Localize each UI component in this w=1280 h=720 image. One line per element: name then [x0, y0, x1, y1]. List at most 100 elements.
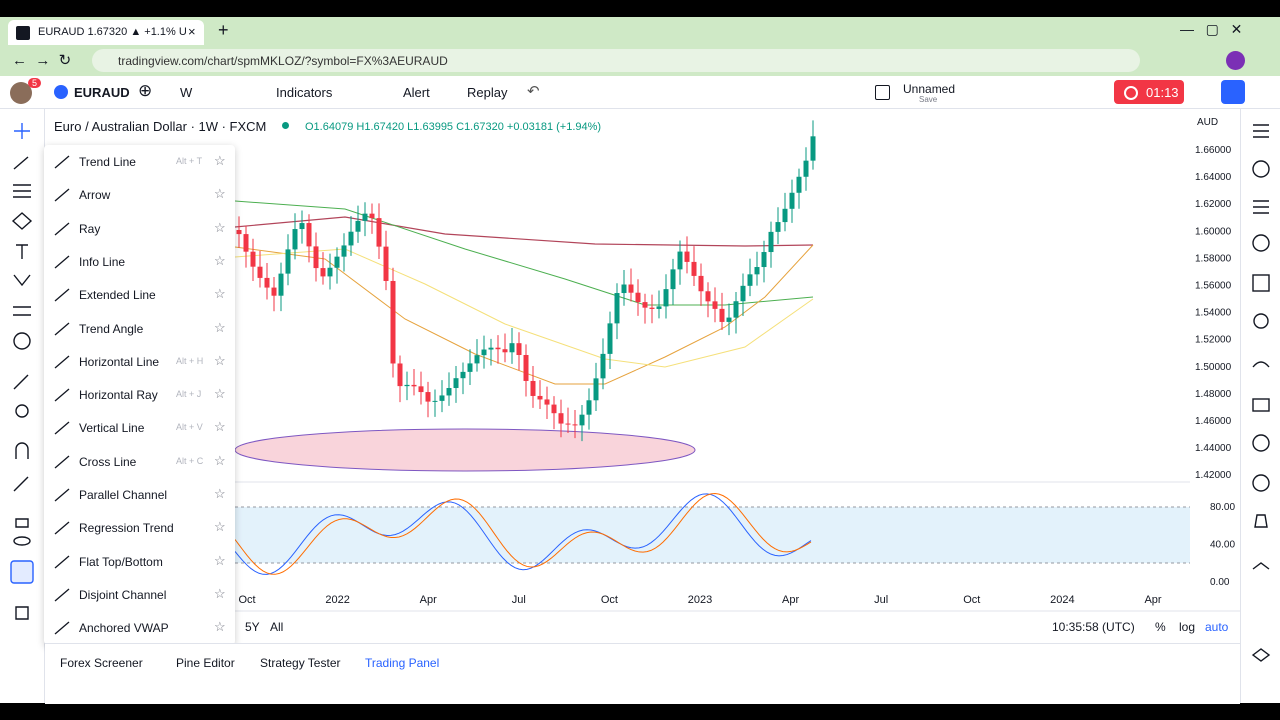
bottom-percent[interactable]: %: [1155, 620, 1166, 634]
address-bar[interactable]: tradingview.com/chart/spmMKLOZ/?symbol=F…: [92, 49, 1140, 72]
alert[interactable]: Alert: [403, 85, 430, 100]
bottom-clock: 10:35:58 (UTC): [1052, 620, 1135, 634]
favorite-star[interactable]: ☆: [214, 619, 226, 635]
layout-name[interactable]: Unnamed: [903, 82, 956, 96]
menu-label: Regression Trend: [79, 521, 174, 536]
favorite-star[interactable]: ☆: [214, 153, 226, 168]
menu-icon: [54, 455, 70, 469]
menu-item[interactable]: Info Line ☆: [44, 245, 235, 278]
bottom-auto[interactable]: auto: [1205, 620, 1229, 634]
candle-body: [537, 395, 543, 400]
menu-item[interactable]: Flat Top/Bottom ☆: [44, 545, 235, 578]
favorite-star[interactable]: ☆: [214, 452, 226, 468]
candle-body: [418, 386, 424, 393]
candle-body: [278, 273, 284, 296]
menu-item[interactable]: Horizontal Ray Alt + J ☆: [44, 378, 235, 411]
notification-badge: 5: [28, 78, 42, 88]
favorite-star[interactable]: ☆: [214, 252, 226, 268]
favorite-star[interactable]: ☆: [214, 585, 226, 601]
indicators[interactable]: Indicators: [276, 85, 333, 100]
mic-button[interactable]: [1221, 80, 1245, 104]
ma-orange: [234, 244, 814, 385]
bottom-tab[interactable]: Trading Panel: [365, 656, 440, 670]
profile-avatar[interactable]: [1226, 51, 1245, 70]
favorite-star[interactable]: ☆: [214, 552, 226, 568]
menu-item[interactable]: Cross Line Alt + C ☆: [44, 445, 235, 478]
favorite-star[interactable]: ☆: [214, 286, 226, 302]
sidebar-icons: [1251, 124, 1271, 662]
menu-item[interactable]: Trend Line Alt + T ☆: [44, 145, 235, 178]
menu-item[interactable]: Vertical Line Alt + V ☆: [44, 411, 235, 444]
symbol[interactable]: EURAUD: [74, 85, 130, 100]
menu-label: Trend Angle: [79, 321, 144, 336]
menu-label: Ray: [79, 221, 101, 236]
candle-body: [558, 413, 564, 424]
bottom-tabs: Forex Screener Pine Editor Strategy Tester…: [45, 644, 1240, 684]
range-button[interactable]: 5Y: [245, 620, 260, 634]
candle-body: [607, 323, 613, 354]
candle-body: [327, 267, 333, 277]
candle-body: [397, 363, 403, 387]
range-button[interactable]: All: [270, 620, 283, 634]
favorite-star[interactable]: ☆: [214, 319, 226, 335]
menu-label: Vertical Line: [79, 421, 145, 436]
menu-item[interactable]: Arrow ☆: [44, 178, 235, 211]
icon-line: [54, 621, 70, 635]
browser-tab[interactable]: EURAUD 1.67320 ▲ +1.1% U ×: [8, 20, 204, 45]
candle-body: [488, 347, 494, 350]
favorite-star[interactable]: ☆: [214, 519, 226, 535]
candle-body: [341, 245, 347, 257]
icon-line: [54, 188, 70, 202]
time-label: Apr: [420, 594, 437, 606]
candle-body: [306, 223, 312, 247]
window-controls[interactable]: — ▢ ✕: [1180, 21, 1243, 37]
bottom-tab[interactable]: Forex Screener: [60, 656, 143, 670]
save[interactable]: Save: [919, 95, 938, 104]
menu-item[interactable]: Anchored VWAP ☆: [44, 611, 235, 644]
candle-body: [292, 229, 298, 250]
icon-line: [54, 521, 70, 535]
undo[interactable]: ↶: [527, 83, 540, 100]
favorite-star[interactable]: ☆: [214, 486, 226, 501]
favorite-star[interactable]: ☆: [214, 386, 226, 402]
candle-body: [551, 404, 557, 414]
favorite-star[interactable]: ☆: [214, 419, 226, 435]
currency[interactable]: AUD: [1197, 117, 1219, 128]
icon-line: [54, 355, 70, 369]
bottom-log[interactable]: log: [1179, 620, 1195, 634]
menu-item[interactable]: Extended Line ☆: [44, 278, 235, 311]
user-avatar[interactable]: [10, 82, 32, 104]
interval[interactable]: W: [180, 85, 193, 100]
candle-body: [320, 268, 326, 277]
candle-body: [425, 392, 431, 402]
tab-close[interactable]: ×: [188, 24, 196, 39]
price-label: 1.54000: [1195, 308, 1232, 319]
menu-item[interactable]: Parallel Channel ☆: [44, 478, 235, 511]
bottom-tab[interactable]: Pine Editor: [176, 656, 235, 670]
candle-body: [586, 400, 592, 415]
add-symbol[interactable]: ⊕: [138, 81, 153, 100]
record-button[interactable]: 01:13: [1114, 80, 1184, 104]
candle-body: [565, 423, 571, 425]
favorite-star[interactable]: ☆: [214, 186, 226, 202]
change: +0.03181 (+1.94%): [506, 121, 602, 133]
bottom-tab[interactable]: Strategy Tester: [260, 656, 341, 670]
nav-buttons[interactable]: ← → ↻: [12, 52, 72, 69]
menu-item[interactable]: Ray ☆: [44, 212, 235, 245]
replay[interactable]: Replay: [467, 85, 508, 100]
candle-body: [299, 223, 305, 230]
candle-body: [355, 220, 361, 232]
candle-body: [775, 222, 781, 232]
candle-body: [572, 424, 578, 426]
price-label: 1.62000: [1195, 199, 1232, 210]
low: L1.63995: [407, 121, 454, 133]
menu-item[interactable]: Disjoint Channel ☆: [44, 578, 235, 611]
candle-body: [362, 213, 368, 221]
favorite-star[interactable]: ☆: [214, 219, 226, 235]
menu-item[interactable]: Regression Trend ☆: [44, 511, 235, 544]
new-tab[interactable]: +: [218, 20, 229, 40]
menu-item[interactable]: Trend Angle ☆: [44, 312, 235, 345]
favorite-star[interactable]: ☆: [214, 352, 226, 368]
time-label: Apr: [1144, 594, 1161, 606]
menu-item[interactable]: Horizontal Line Alt + H ☆: [44, 345, 235, 378]
